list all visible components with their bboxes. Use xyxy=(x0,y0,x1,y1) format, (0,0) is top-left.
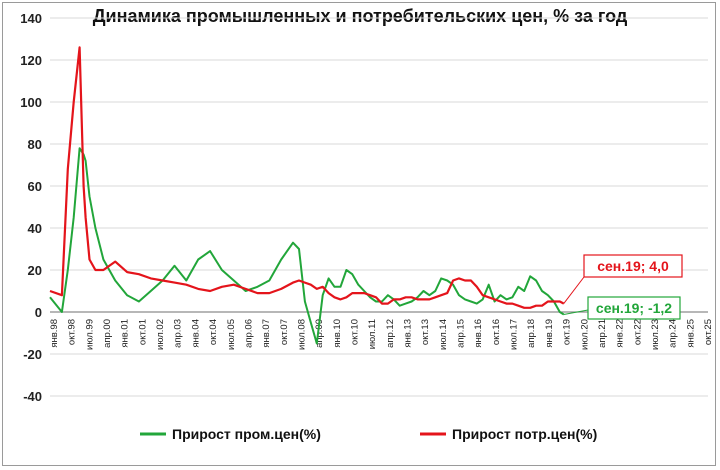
chart-frame xyxy=(2,2,716,466)
x-tick-label: окт.25 xyxy=(703,319,714,345)
x-tick-label: окт.07 xyxy=(279,319,290,345)
x-tick-label: июл.11 xyxy=(367,319,378,349)
x-tick-label: июл.14 xyxy=(438,319,449,350)
series-ppi-line xyxy=(49,147,565,345)
legend-cpi-label: Прирост потр.цен(%) xyxy=(452,426,597,442)
x-tick-label: окт.01 xyxy=(137,319,148,345)
y-tick-label: 80 xyxy=(28,137,42,152)
x-tick-label: янв.16 xyxy=(473,319,484,348)
x-tick-label: янв.10 xyxy=(332,319,343,348)
x-tick-label: июл.17 xyxy=(509,319,520,350)
x-tick-label: апр.06 xyxy=(243,319,254,348)
x-tick-label: янв.98 xyxy=(49,319,60,348)
x-tick-label: апр.12 xyxy=(385,319,396,348)
annotation-cpi-label: сен.19; 4,0 xyxy=(597,258,669,274)
series-cpi-line xyxy=(49,46,565,309)
x-tick-label: янв.04 xyxy=(190,319,201,348)
y-tick-label: 20 xyxy=(28,263,42,278)
x-tick-label: июл.23 xyxy=(650,319,661,350)
x-tick-label: апр.18 xyxy=(526,319,537,348)
x-axis-ticks: янв.98 окт.98 июл.99 апр.00 янв.01 окт.01 июл.… xyxy=(49,319,714,350)
x-tick-label: июл.02 xyxy=(155,319,166,350)
x-tick-label: апр.03 xyxy=(173,319,184,348)
x-tick-label: июл.20 xyxy=(579,319,590,350)
legend: Прирост пром.цен(%) Прирост потр.цен(%) xyxy=(140,426,597,442)
x-tick-label: окт.10 xyxy=(349,319,360,345)
y-tick-label: -20 xyxy=(23,347,42,362)
x-tick-label: окт.13 xyxy=(420,319,431,345)
y-tick-label: 0 xyxy=(35,305,42,320)
y-tick-label: 60 xyxy=(28,179,42,194)
x-tick-label: окт.04 xyxy=(208,319,219,345)
x-tick-label: апр.09 xyxy=(314,319,325,348)
x-tick-label: июл.05 xyxy=(226,319,237,350)
y-tick-label: 40 xyxy=(28,221,42,236)
x-tick-label: окт.16 xyxy=(491,319,502,345)
chart-title: Динамика промышленных и потребительских … xyxy=(92,6,628,26)
grid-lines xyxy=(50,17,708,397)
y-tick-label: -40 xyxy=(23,389,42,404)
series-lines xyxy=(49,46,565,345)
x-tick-label: апр.00 xyxy=(102,319,113,348)
annotation-ppi-label: сен.19; -1,2 xyxy=(596,300,672,316)
legend-ppi-label: Прирост пром.цен(%) xyxy=(172,426,321,442)
x-tick-label: янв.22 xyxy=(615,319,626,348)
x-tick-label: янв.25 xyxy=(685,319,696,348)
annotation-ppi-leader xyxy=(563,309,589,316)
annotation-cpi-leader xyxy=(563,276,585,304)
annotation-cpi-box xyxy=(583,254,683,278)
annotation-ppi-box xyxy=(587,296,681,320)
x-tick-label: янв.19 xyxy=(544,319,555,348)
annotation-cpi: сен.19; 4,0 xyxy=(563,254,683,304)
x-tick-label: окт.22 xyxy=(632,319,643,345)
y-tick-label: 140 xyxy=(20,11,42,26)
x-tick-label: янв.13 xyxy=(403,319,414,348)
x-tick-label: апр.15 xyxy=(456,319,467,348)
x-tick-label: янв.01 xyxy=(120,319,131,348)
y-tick-label: 120 xyxy=(20,53,42,68)
annotation-ppi: сен.19; -1,2 xyxy=(563,296,681,320)
x-tick-label: окт.19 xyxy=(562,319,573,345)
y-axis-ticks: -40 -20 0 20 40 60 80 100 120 140 xyxy=(20,11,42,404)
x-tick-label: апр.21 xyxy=(597,319,608,348)
x-tick-label: апр.24 xyxy=(668,319,679,348)
y-tick-label: 100 xyxy=(20,95,42,110)
x-tick-label: июл.08 xyxy=(296,319,307,350)
x-tick-label: янв.07 xyxy=(261,319,272,348)
x-tick-label: июл.99 xyxy=(84,319,95,350)
x-tick-label: окт.98 xyxy=(67,319,78,345)
